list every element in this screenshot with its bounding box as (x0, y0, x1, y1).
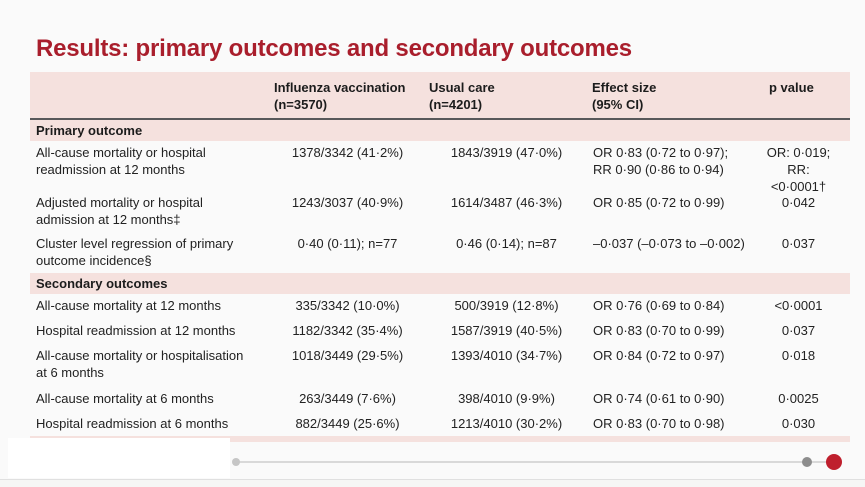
row-label: All-cause mortality at 6 months (36, 391, 214, 406)
table-row: Hospital readmission at 12 months 1182/3… (30, 319, 850, 344)
p-value: <0·0001 (774, 298, 823, 313)
vaccination-value: 1182/3342 (35·4%) (292, 323, 403, 338)
p-value: 0·0025 (778, 391, 819, 406)
section-label: Secondary outcomes (36, 276, 168, 291)
vaccination-value: 263/3449 (7·6%) (299, 391, 396, 406)
vaccination-value: 335/3342 (10·0%) (295, 298, 400, 313)
row-label: Adjusted mortality or hospital admission… (36, 195, 203, 227)
effect-size-value: –0·037 (–0·073 to –0·002) (593, 236, 745, 251)
effect-size-value: OR 0·83 (0·70 to 0·99) (593, 323, 725, 338)
p-value: 0·037 (781, 236, 816, 251)
header-effect-size: Effect size (95% CI) (592, 80, 657, 112)
usual-care-value: 1587/3919 (40·5%) (450, 323, 563, 338)
slider-handle-icon[interactable] (826, 454, 842, 470)
section-label: Primary outcome (36, 123, 143, 138)
row-label: All-cause mortality at 12 months (36, 298, 221, 313)
table-row: Hospital readmission at 6 months 882/344… (30, 412, 850, 436)
effect-size-value: OR 0·84 (0·72 to 0·97) (593, 348, 725, 363)
vaccination-value: 1378/3342 (41·2%) (291, 145, 404, 160)
slider-track[interactable] (236, 461, 833, 463)
vaccination-value: 882/3449 (25·6%) (295, 416, 400, 431)
header-divider-rule (30, 118, 850, 120)
p-value: 0·037 (781, 323, 816, 338)
row-label: All-cause mortality or hospital readmiss… (36, 145, 206, 177)
effect-size-value: OR 0·76 (0·69 to 0·84) (593, 298, 725, 313)
slider-step-dot-icon[interactable] (802, 457, 812, 467)
row-label: Hospital readmission at 12 months (36, 323, 236, 338)
effect-size-value: OR 0·83 (0·72 to 0·97); RR 0·90 (0·86 to… (593, 145, 729, 177)
slider-start-dot-icon[interactable] (232, 458, 240, 466)
header-usual-care: Usual care (n=4201) (429, 80, 495, 112)
usual-care-value: 0·46 (0·14); n=87 (456, 236, 557, 251)
table-row: All-cause mortality at 12 months 335/334… (30, 294, 850, 319)
vaccination-value: 0·40 (0·11); n=77 (297, 236, 398, 251)
usual-care-value: 1213/4010 (30·2%) (450, 416, 563, 431)
usual-care-value: 500/3919 (12·8%) (454, 298, 559, 313)
section-row-secondary: Secondary outcomes (30, 273, 850, 294)
header-empty (30, 72, 270, 118)
table-row: All-cause mortality at 6 months 263/3449… (30, 387, 850, 412)
table-row: All-cause mortality or hospital readmiss… (30, 141, 850, 194)
usual-care-value: 1843/3919 (47·0%) (450, 145, 563, 160)
table-row: All-cause mortality or hospitalisation a… (30, 344, 850, 387)
usual-care-value: 1614/3487 (46·3%) (450, 195, 563, 210)
p-value: 0·030 (781, 416, 816, 431)
p-value: OR: 0·019; RR: <0·0001† (766, 145, 831, 194)
row-label: All-cause mortality or hospitalisation a… (36, 348, 244, 380)
table-bottom-pink-strip (30, 436, 850, 442)
logo-placeholder-box (8, 438, 230, 478)
usual-care-value: 398/4010 (9·9%) (458, 391, 555, 406)
results-table: Influenza vaccination (n=3570) Usual car… (30, 72, 850, 442)
slide-title: Results: primary outcomes and secondary … (36, 35, 632, 62)
header-p-value: p value (769, 80, 814, 95)
table-row: Cluster level regression of primary outc… (30, 232, 850, 273)
vaccination-value: 1018/3449 (29·5%) (291, 348, 404, 363)
table-row: Adjusted mortality or hospital admission… (30, 191, 850, 232)
p-value: 0·018 (781, 348, 816, 363)
effect-size-value: OR 0·83 (0·70 to 0·98) (593, 416, 725, 431)
section-row-primary: Primary outcome (30, 120, 850, 141)
usual-care-value: 1393/4010 (34·7%) (450, 348, 563, 363)
effect-size-value: OR 0·74 (0·61 to 0·90) (593, 391, 725, 406)
header-vaccination: Influenza vaccination (n=3570) (274, 80, 406, 112)
bottom-edge-strip (0, 479, 865, 487)
vaccination-value: 1243/3037 (40·9%) (291, 195, 404, 210)
table-header-row: Influenza vaccination (n=3570) Usual car… (30, 72, 850, 118)
effect-size-value: OR 0·85 (0·72 to 0·99) (593, 195, 725, 210)
p-value: 0·042 (781, 195, 816, 210)
row-label: Cluster level regression of primary outc… (36, 236, 234, 268)
row-label: Hospital readmission at 6 months (36, 416, 229, 431)
